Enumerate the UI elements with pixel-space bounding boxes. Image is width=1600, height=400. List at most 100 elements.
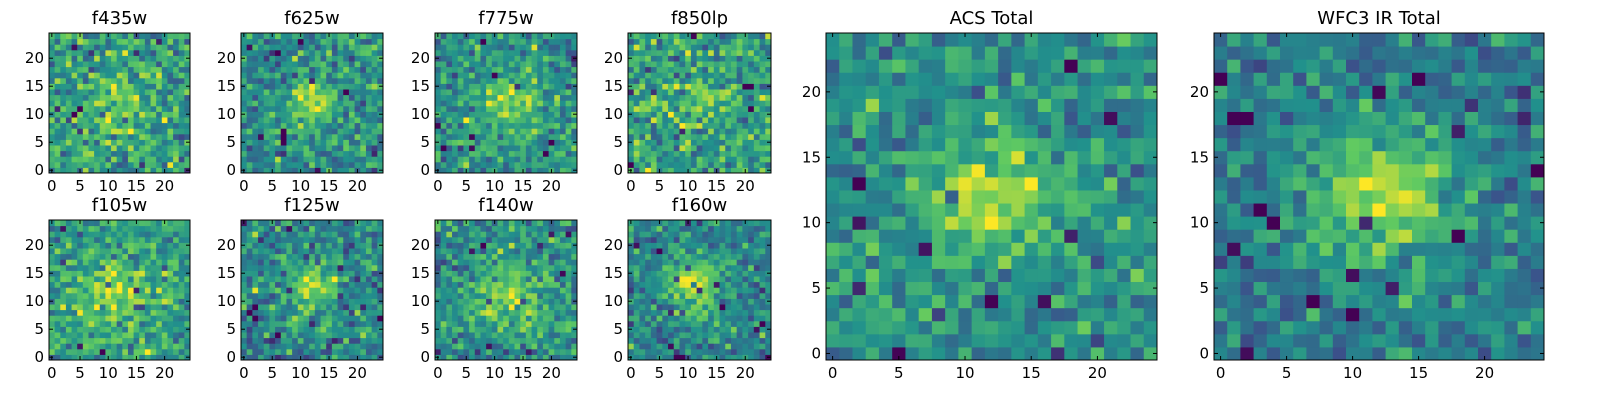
pixel-cell [94,111,101,118]
pixel-cell [77,150,84,157]
pixel-cell [365,66,373,73]
pixel-cell [650,77,658,84]
pixel-cell [503,156,510,163]
pixel-cell [554,270,561,277]
pixel-cell [88,61,95,68]
pixel-cell [360,49,367,56]
pixel-cell [656,139,663,146]
pixel-cell [82,225,89,232]
pixel-cell [309,49,316,56]
pixel-cell [178,287,185,294]
pixel-cell [531,139,538,146]
pixel-cell [725,33,732,40]
pixel-cell [178,270,185,277]
pixel-cell [365,315,373,322]
pixel-cell [88,105,95,112]
pixel-cell [571,117,578,124]
pixel-cell [486,77,493,84]
pixel-cell [673,49,680,56]
pixel-cell [725,77,732,84]
pixel-cell [297,348,304,355]
pixel-cell [122,281,129,288]
pixel-cell [508,167,516,174]
pixel-cell [457,248,464,255]
pixel-cell [537,292,544,299]
pixel-cell [263,259,270,266]
pixel-cell [736,354,743,361]
pixel-cell [497,343,504,350]
pixel-cell [696,326,703,333]
pixel-cell [497,337,504,344]
pixel-cell [446,111,453,118]
pixel-cell [71,236,78,243]
pixel-cell [628,44,635,51]
pixel-cell [480,281,487,288]
pixel-cell [292,248,299,255]
pixel-cell [269,248,276,255]
pixel-cell [252,167,259,174]
pixel-cell [241,77,248,84]
pixel-cell [133,72,140,79]
pixel-cell [133,259,140,266]
pixel-cell [548,343,555,350]
pixel-cell [628,145,635,152]
pixel-cell [719,167,726,174]
pixel-cell [531,281,538,288]
pixel-cell [708,117,715,124]
pixel-cell [719,270,726,277]
pixel-cell [645,61,652,68]
pixel-cell [150,292,157,299]
pixel-cell [440,276,447,283]
pixel-cell [354,348,361,355]
pixel-cell [645,281,652,288]
pixel-cell [371,122,378,129]
pixel-cell [314,44,322,51]
pixel-cell [184,94,191,101]
pixel-cell [99,304,106,311]
pixel-cell [111,236,118,243]
pixel-cell [292,337,299,344]
pixel-cell [337,343,344,350]
pixel-cell [742,61,749,68]
pixel-cell [252,259,259,266]
pixel-cell [246,287,253,294]
pixel-cell [469,304,476,311]
pixel-cell [331,220,339,227]
pixel-cell [65,156,73,163]
pixel-cell [514,72,521,79]
pixel-cell [99,287,106,294]
pixel-cell [292,100,299,107]
pixel-cell [503,298,510,305]
pixel-cell [320,66,327,73]
pixel-cell [331,150,339,157]
pixel-cell [480,105,487,112]
pixel-cell [662,89,669,96]
pixel-cell [696,49,703,56]
pixel-cell [122,44,129,51]
pixel-cell [559,139,567,146]
pixel-cell [150,304,157,311]
pixel-cell [297,259,304,266]
pixel-cell [730,292,738,299]
pixel-cell [354,66,361,73]
pixel-cell [161,128,168,135]
pixel-cell [371,242,378,249]
pixel-cell [650,100,658,107]
pixel-cell [435,287,442,294]
pixel-cell [719,292,726,299]
pixel-cell [343,225,350,232]
pixel-cell [241,49,248,56]
pixel-cell [440,292,447,299]
pixel-cell [668,61,675,68]
pixel-cell [263,117,270,124]
pixel-cell [696,161,703,168]
pixel-cell [150,343,157,350]
pixel-cell [246,117,253,124]
pixel-cell [730,94,738,101]
pixel-cell [303,133,310,140]
pixel-cell [331,100,339,107]
pixel-cell [679,348,686,355]
pixel-cell [514,276,521,283]
pixel-cell [565,253,572,260]
pixel-cell [184,343,191,350]
